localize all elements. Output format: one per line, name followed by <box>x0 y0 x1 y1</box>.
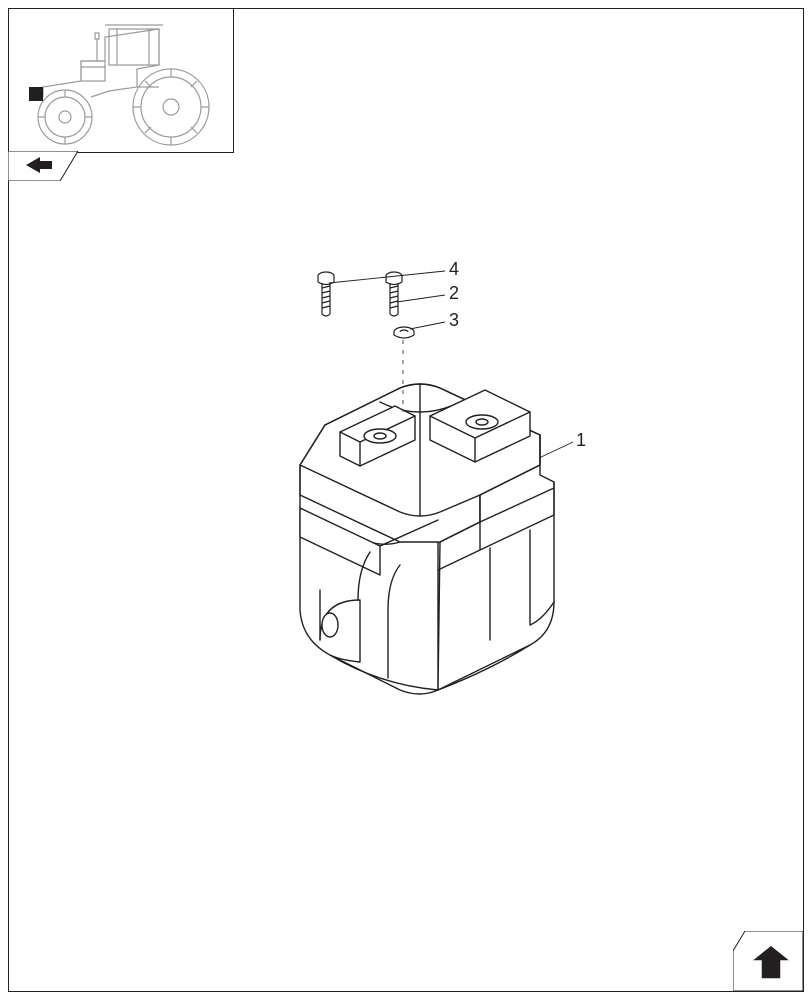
corner-tab-icon <box>733 931 803 991</box>
tractor-icon <box>9 9 233 152</box>
callout-4: 4 <box>449 259 459 280</box>
highlight-marker <box>29 87 43 101</box>
reference-box <box>8 8 234 153</box>
part-bolt-4 <box>315 270 337 325</box>
part-bolt-2 <box>383 270 405 325</box>
callout-1: 1 <box>576 430 586 451</box>
ref-tab-icon <box>8 151 78 181</box>
callout-2: 2 <box>449 283 459 304</box>
callout-3: 3 <box>449 310 459 331</box>
part-body-1 <box>230 340 610 720</box>
part-washer-3 <box>392 326 416 340</box>
page: 4 2 3 1 <box>0 0 812 1000</box>
